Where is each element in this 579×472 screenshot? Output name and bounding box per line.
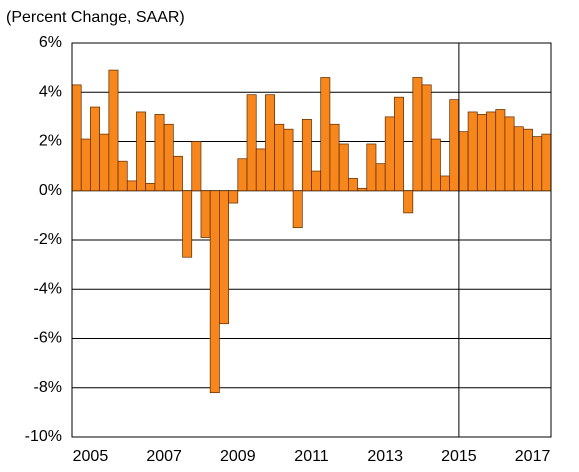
- bar: [375, 163, 386, 192]
- y-tick-label: -2%: [34, 231, 62, 248]
- bar: [311, 170, 322, 192]
- bar: [182, 190, 193, 258]
- bar: [532, 136, 543, 192]
- bar: [301, 118, 312, 192]
- x-tick-label: 2013: [367, 448, 403, 465]
- y-tick-label: -6%: [34, 330, 62, 347]
- bar: [347, 178, 358, 192]
- x-tick-label: 2005: [73, 448, 109, 465]
- bar: [99, 133, 110, 192]
- bar: [200, 190, 211, 238]
- bar: [136, 111, 147, 192]
- y-tick-label: 0%: [39, 182, 62, 199]
- bar: [412, 77, 423, 192]
- y-tick-label: 4%: [39, 83, 62, 100]
- bar: [90, 106, 100, 192]
- y-tick-label: -4%: [34, 280, 62, 297]
- bar: [80, 138, 91, 192]
- bar: [292, 190, 303, 229]
- bar: [467, 111, 478, 192]
- bar: [486, 111, 497, 192]
- bar: [366, 143, 377, 192]
- bar: [145, 183, 156, 192]
- bar: [476, 114, 487, 192]
- bar: [541, 133, 552, 192]
- bar: [117, 160, 128, 192]
- bar: [421, 84, 432, 192]
- x-tick-label: 2007: [146, 448, 182, 465]
- x-tick-label: 2011: [294, 448, 329, 465]
- bar: [403, 190, 414, 214]
- chart-title: (Percent Change, SAAR): [6, 9, 185, 26]
- x-tick-label: 2015: [441, 448, 477, 465]
- bar: [283, 128, 294, 192]
- bar: [191, 141, 202, 192]
- y-tick-label: -10%: [25, 428, 62, 445]
- y-tick-label: -8%: [34, 379, 62, 396]
- bar: [495, 109, 506, 192]
- bar: [440, 175, 451, 192]
- bar: [458, 131, 469, 192]
- bar: [265, 94, 276, 192]
- bar: [126, 180, 137, 192]
- bar: [513, 126, 524, 192]
- bar: [384, 116, 395, 192]
- bar: [274, 123, 285, 192]
- bar: [219, 190, 229, 325]
- bar: [430, 138, 441, 192]
- bar: [523, 128, 533, 192]
- bar: [255, 148, 266, 192]
- bar: [237, 158, 248, 192]
- x-tick-label: 2009: [220, 448, 256, 465]
- bar: [228, 190, 239, 204]
- y-tick-label: 6%: [39, 34, 62, 51]
- bar: [329, 123, 340, 192]
- bar: [357, 187, 368, 192]
- bar: [338, 143, 349, 192]
- bar: [108, 69, 119, 192]
- bar: [320, 77, 331, 192]
- bar: [209, 190, 220, 394]
- x-tick-label: 2017: [515, 448, 551, 465]
- bar: [449, 99, 460, 192]
- bar: [394, 96, 404, 192]
- bar: [246, 94, 257, 192]
- bar: [163, 123, 174, 192]
- bar: [154, 114, 165, 192]
- bar: [504, 116, 515, 192]
- bar: [71, 84, 82, 192]
- y-tick-label: 2%: [39, 133, 62, 150]
- bar: [172, 155, 183, 192]
- plot-frame: [71, 42, 552, 438]
